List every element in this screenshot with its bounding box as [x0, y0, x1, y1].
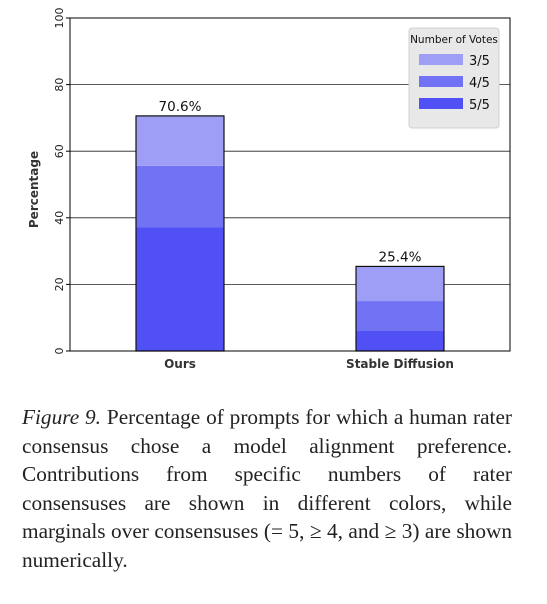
bar-segment-4-of-5 — [356, 301, 444, 332]
plot-frame — [69, 17, 511, 352]
bar-segment-3-of-5 — [136, 115, 224, 166]
x-axis-categories: Ours Stable Diffusion — [164, 357, 454, 371]
y-tick-label: 40 — [53, 211, 66, 225]
legend-label: 4/5 — [469, 76, 490, 91]
bar-segment-4-of-5 — [136, 165, 224, 228]
bar-segment-5-of-5 — [356, 331, 444, 351]
bar-total-label: 25.4% — [379, 249, 422, 265]
figure-caption: Figure 9. Percentage of prompts for whic… — [22, 403, 512, 575]
bar-segment-3-of-5 — [356, 266, 444, 302]
y-tick-label: 100 — [53, 8, 66, 29]
legend-label: 5/5 — [469, 98, 490, 113]
bar-total-label: 70.6% — [159, 99, 202, 115]
data-labels: 70.6% 25.4% — [159, 99, 422, 266]
bar-segment-5-of-5 — [136, 227, 224, 351]
legend: Number of Votes 3/5 4/5 5/5 — [408, 27, 500, 129]
caption-text: Percentage of prompts for which a human … — [22, 405, 512, 572]
legend-swatch — [419, 98, 463, 109]
legend-swatch — [419, 76, 463, 87]
y-tick-label: 60 — [53, 144, 66, 158]
y-tick-label: 80 — [53, 78, 66, 92]
legend-label: 3/5 — [469, 54, 490, 69]
caption-label: Figure 9. — [22, 405, 101, 429]
y-axis-ticks: 0 20 40 60 80 100 — [53, 8, 70, 355]
y-axis-label: Percentage — [27, 151, 41, 228]
bars — [135, 115, 445, 352]
stacked-bar-chart: 0 20 40 60 80 100 Ours Stable Diffusion 70.6% 2… — [27, 8, 511, 371]
x-category-label: Stable Diffusion — [346, 357, 454, 371]
legend-title: Number of Votes — [410, 34, 498, 46]
legend-swatch — [419, 54, 463, 65]
x-category-label: Ours — [164, 357, 196, 371]
y-tick-label: 20 — [53, 277, 66, 291]
y-tick-label: 0 — [53, 348, 66, 355]
